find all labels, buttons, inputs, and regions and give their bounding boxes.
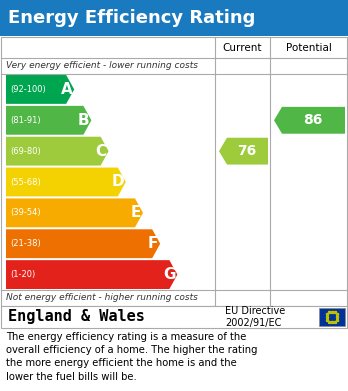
Text: C: C <box>95 143 106 159</box>
Text: (55-68): (55-68) <box>10 178 41 187</box>
Polygon shape <box>274 107 345 134</box>
Text: A: A <box>61 82 72 97</box>
Polygon shape <box>6 198 143 227</box>
Bar <box>319 308 345 326</box>
Polygon shape <box>6 168 126 196</box>
Text: G: G <box>163 267 175 282</box>
Text: The energy efficiency rating is a measure of the
overall efficiency of a home. T: The energy efficiency rating is a measur… <box>6 332 258 382</box>
Polygon shape <box>219 138 268 165</box>
Text: (92-100): (92-100) <box>10 85 46 94</box>
Text: E: E <box>130 205 141 221</box>
Text: EU Directive
2002/91/EC: EU Directive 2002/91/EC <box>225 306 285 328</box>
Polygon shape <box>6 260 177 289</box>
Bar <box>0 0 348 36</box>
Polygon shape <box>6 75 74 104</box>
Text: Potential: Potential <box>286 43 331 53</box>
Text: Current: Current <box>223 43 262 53</box>
Polygon shape <box>6 229 160 258</box>
Text: (1-20): (1-20) <box>10 270 35 279</box>
Text: (69-80): (69-80) <box>10 147 41 156</box>
Text: Energy Efficiency Rating: Energy Efficiency Rating <box>8 9 255 27</box>
Bar <box>1 306 347 328</box>
Text: (81-91): (81-91) <box>10 116 41 125</box>
Text: 76: 76 <box>237 144 256 158</box>
Text: 86: 86 <box>303 113 322 127</box>
Text: Very energy efficient - lower running costs: Very energy efficient - lower running co… <box>6 61 198 70</box>
Text: Not energy efficient - higher running costs: Not energy efficient - higher running co… <box>6 294 198 303</box>
Text: B: B <box>78 113 89 128</box>
Text: (39-54): (39-54) <box>10 208 41 217</box>
Text: England & Wales: England & Wales <box>8 310 145 325</box>
Bar <box>1 37 347 306</box>
Polygon shape <box>6 106 92 135</box>
Text: F: F <box>148 236 158 251</box>
Text: D: D <box>111 174 124 190</box>
Text: (21-38): (21-38) <box>10 239 41 248</box>
Polygon shape <box>6 137 109 165</box>
